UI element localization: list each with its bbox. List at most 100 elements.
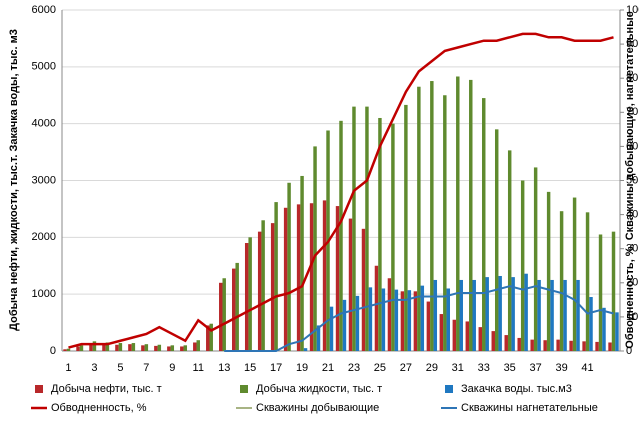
- line: [68, 32, 614, 349]
- bar: [300, 175, 304, 351]
- bar: [572, 197, 577, 351]
- x-tick-label: 13: [218, 362, 230, 374]
- bar: [400, 291, 405, 351]
- bar: [128, 344, 132, 351]
- bar: [196, 340, 200, 351]
- y2-tick-label: 100: [626, 4, 639, 16]
- bar: [446, 288, 451, 351]
- bar: [582, 341, 586, 351]
- bar: [404, 104, 408, 351]
- y2-tick-label: 20: [626, 277, 638, 289]
- x-tick-label: 7: [143, 362, 149, 374]
- bar: [381, 288, 386, 351]
- bar: [472, 279, 476, 351]
- legend-label: Скважины добывающие: [256, 402, 379, 414]
- x-tick-label: 33: [478, 362, 490, 374]
- bar: [303, 348, 308, 351]
- bar: [361, 228, 366, 351]
- x-tick-label: 27: [400, 362, 412, 374]
- x-tick-label: 3: [91, 362, 97, 374]
- bar: [469, 79, 473, 351]
- bar: [257, 231, 262, 351]
- line: [224, 285, 614, 352]
- bar: [157, 344, 162, 351]
- y-tick-label: 1000: [32, 288, 56, 300]
- legend-label: Добыча нефти, тыс. т: [51, 383, 162, 395]
- bar: [167, 346, 171, 351]
- bar: [313, 146, 317, 351]
- y-tick-label: 5000: [32, 61, 56, 73]
- bar: [576, 279, 580, 351]
- bar: [118, 343, 123, 351]
- bar: [154, 345, 158, 351]
- x-tick-label: 41: [581, 362, 593, 374]
- bar: [287, 182, 291, 351]
- y2-axis-label: Обводненность, %. Скважины добывающие, н…: [624, 11, 636, 348]
- bar: [322, 200, 327, 351]
- bar: [348, 218, 353, 351]
- bar: [485, 277, 489, 351]
- bar: [105, 342, 110, 351]
- bar: [283, 207, 288, 351]
- bar: [235, 262, 239, 351]
- bar: [219, 282, 223, 351]
- legend-swatch: [35, 385, 43, 393]
- y2-tick-label: 80: [626, 72, 638, 84]
- y2-tick-label: 60: [626, 140, 638, 152]
- legend-label: Обводненность, %: [51, 402, 147, 414]
- y-tick-label: 4000: [32, 118, 56, 130]
- bar: [206, 325, 210, 351]
- bar: [608, 342, 612, 351]
- bar: [66, 348, 71, 351]
- bar: [222, 278, 226, 351]
- bar: [426, 301, 431, 351]
- legend-swatch: [445, 385, 453, 393]
- bar: [209, 323, 213, 351]
- bar: [378, 117, 382, 351]
- bar: [520, 180, 525, 351]
- bar: [598, 234, 603, 351]
- x-tick-label: 19: [296, 362, 308, 374]
- bar: [498, 275, 502, 351]
- x-tick-label: 35: [504, 362, 516, 374]
- bar: [231, 268, 236, 351]
- x-tick-label: 25: [374, 362, 386, 374]
- bar: [244, 243, 249, 351]
- bar: [494, 129, 499, 351]
- bar: [309, 203, 314, 351]
- y2-tick-label: 90: [626, 38, 638, 50]
- bar: [394, 289, 399, 351]
- bar: [131, 343, 136, 351]
- y2-tick-label: 40: [626, 209, 638, 221]
- bar: [141, 345, 145, 351]
- bar: [478, 327, 483, 351]
- bar: [456, 76, 460, 352]
- bar: [504, 335, 508, 351]
- legend-label: Закачка воды. тыс.м3: [461, 383, 572, 395]
- bar: [76, 346, 80, 351]
- bar: [316, 325, 321, 351]
- bar: [491, 331, 495, 351]
- x-tick-label: 17: [270, 362, 282, 374]
- bar: [524, 273, 528, 351]
- bar: [339, 120, 343, 351]
- bar: [89, 343, 93, 351]
- bar: [417, 86, 421, 351]
- bar: [465, 321, 470, 351]
- legend-label: Добыча жидкости, тыс. т: [256, 383, 382, 395]
- x-tick-label: 23: [348, 362, 360, 374]
- bar: [611, 231, 616, 351]
- bar: [556, 339, 560, 351]
- bar: [296, 204, 301, 351]
- bar: [550, 279, 554, 351]
- bar: [374, 265, 379, 351]
- y2-tick-label: 10: [626, 311, 638, 323]
- bar: [511, 277, 515, 351]
- bar: [413, 291, 418, 351]
- bar: [63, 349, 67, 351]
- x-tick-label: 5: [117, 362, 123, 374]
- bar: [355, 295, 360, 351]
- bar: [615, 312, 619, 351]
- bar: [368, 287, 373, 351]
